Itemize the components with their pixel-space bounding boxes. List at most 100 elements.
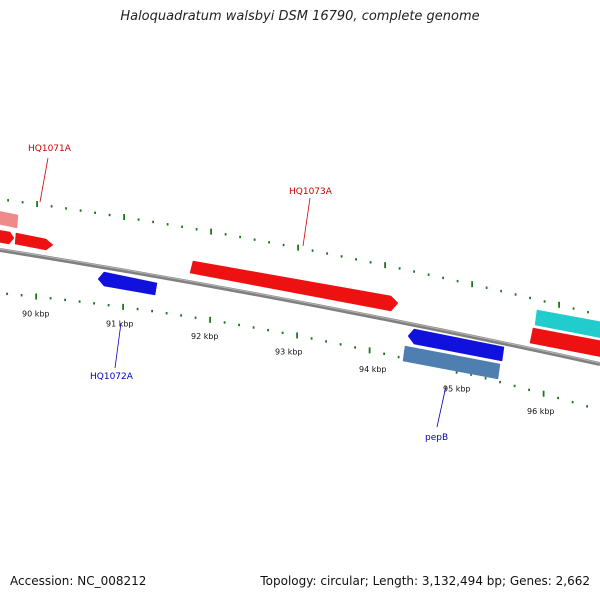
inner-minor-tick (223, 321, 226, 324)
outer-minor-tick (224, 233, 227, 236)
inner-minor-tick (78, 300, 81, 303)
inner-minor-tick (49, 297, 52, 300)
gene-label-hq1071a[interactable]: HQ1071A (28, 144, 72, 154)
reverse-gene-hq1072a[interactable] (97, 271, 158, 296)
outer-minor-tick (166, 223, 169, 226)
outer-minor-tick (268, 241, 270, 244)
outer-minor-tick (529, 296, 531, 300)
inner-minor-tick (194, 316, 197, 319)
inner-major-tick (542, 390, 545, 397)
gene-label-hq1072a[interactable]: HQ1072A (90, 372, 134, 382)
genome-backbone-highlight (0, 248, 600, 364)
scale-tick-label: 94 kbp (359, 365, 387, 374)
outer-minor-tick (253, 238, 256, 241)
inner-minor-tick (354, 346, 356, 349)
scale-tick-label: 95 kbp (443, 385, 471, 394)
inner-minor-tick (397, 355, 400, 359)
outer-minor-tick (239, 235, 241, 239)
inner-major-tick (368, 347, 371, 354)
inner-minor-tick (513, 384, 516, 388)
outer-minor-tick (21, 201, 24, 204)
inner-major-tick (35, 293, 37, 300)
outer-minor-tick (340, 255, 343, 258)
forward-gene-cyan[interactable] (534, 309, 600, 338)
outer-minor-tick (50, 205, 53, 208)
forward-gene-hq1073a[interactable] (189, 260, 399, 312)
inner-major-tick (296, 332, 298, 339)
inner-minor-tick (557, 396, 559, 400)
forward-gene-arrow[interactable] (14, 232, 54, 251)
inner-minor-tick (107, 303, 110, 307)
outer-minor-tick (398, 267, 401, 270)
reverse-gene-steel[interactable] (402, 345, 501, 380)
outer-major-tick (36, 201, 38, 208)
outer-minor-tick (195, 228, 198, 231)
outer-major-tick (471, 281, 473, 288)
inner-minor-tick (267, 328, 269, 332)
outer-tick-track (7, 199, 589, 314)
outer-major-tick (558, 301, 560, 308)
scale-tick-label: 93 kbp (275, 347, 303, 356)
outer-minor-tick (152, 220, 154, 224)
inner-minor-tick (151, 309, 153, 313)
outer-minor-tick (456, 279, 459, 283)
inner-minor-tick (310, 337, 313, 340)
inner-minor-tick (586, 405, 588, 408)
outer-minor-tick (500, 289, 502, 293)
outer-minor-tick (65, 207, 67, 210)
inner-minor-tick (252, 326, 255, 329)
outer-minor-tick (442, 276, 444, 280)
inner-minor-tick (325, 340, 327, 343)
inner-minor-tick (165, 312, 168, 315)
outer-minor-tick (514, 293, 517, 296)
inner-minor-tick (64, 298, 66, 302)
inner-minor-tick (339, 343, 342, 346)
pepb-leader-line (436, 385, 447, 428)
scale-tick-label: 96 kbp (527, 407, 555, 416)
inner-minor-tick (180, 314, 182, 317)
inner-minor-tick (93, 302, 95, 305)
inner-major-tick (122, 303, 124, 310)
outer-minor-tick (108, 213, 111, 217)
inner-minor-tick (281, 331, 284, 335)
scale-tick-label: 91 kbp (106, 320, 134, 329)
outer-minor-tick (427, 273, 430, 276)
outer-minor-tick (94, 211, 96, 214)
forward-gene-partial-left-light[interactable] (0, 211, 19, 229)
outer-major-tick (297, 244, 299, 251)
hq1072a-leader-line (114, 322, 122, 369)
inner-minor-tick (528, 388, 530, 392)
inner-minor-tick (6, 292, 8, 296)
inner-minor-tick (571, 400, 574, 404)
genome-summary-label: Topology: circular; Length: 3,132,494 bp… (260, 574, 590, 588)
outer-major-tick (210, 228, 212, 235)
reverse-gene-pepb[interactable] (407, 328, 505, 362)
outer-minor-tick (543, 300, 546, 303)
forward-gene-partial-left[interactable] (0, 230, 15, 245)
outer-minor-tick (413, 270, 415, 273)
gene-label-hq1073a[interactable]: HQ1073A (289, 187, 333, 197)
inner-minor-tick (238, 323, 240, 327)
outer-minor-tick (7, 199, 9, 202)
inner-minor-tick (20, 294, 23, 297)
gene-label-pepb[interactable]: pepB (425, 433, 448, 443)
outer-minor-tick (79, 209, 82, 212)
hq1071a-leader-line (39, 157, 49, 203)
inner-minor-tick (484, 377, 487, 380)
forward-gene-partial-right[interactable] (529, 327, 600, 357)
outer-minor-tick (485, 286, 488, 289)
inner-minor-tick (499, 380, 501, 384)
outer-minor-tick (369, 261, 372, 264)
outer-minor-tick (137, 218, 140, 221)
outer-major-tick (384, 262, 386, 269)
scale-tick-label: 90 kbp (22, 310, 50, 319)
outer-minor-tick (282, 243, 285, 247)
outer-minor-tick (181, 225, 183, 228)
outer-minor-tick (587, 310, 589, 314)
inner-major-tick (209, 316, 211, 323)
map-title: Haloquadratum walsbyi DSM 16790, complet… (120, 9, 480, 24)
outer-major-tick (123, 214, 125, 221)
inner-minor-tick (136, 307, 139, 311)
